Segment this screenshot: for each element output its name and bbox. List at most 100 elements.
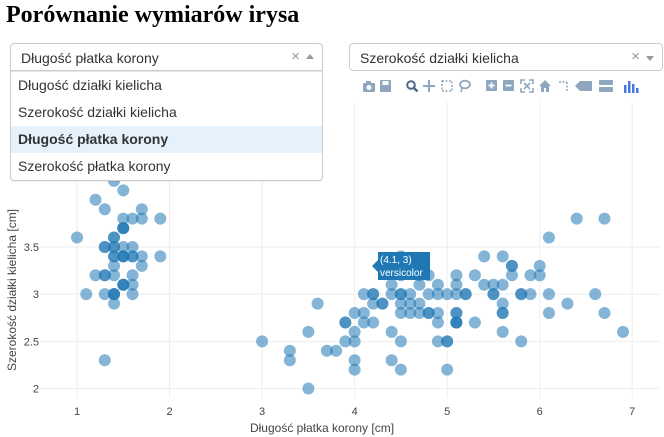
zoom-out-icon[interactable] xyxy=(503,80,514,91)
y-axis-dropdown[interactable]: Szerokość działki kielicha × xyxy=(349,43,663,71)
data-point-virginica[interactable] xyxy=(496,325,509,338)
data-point-setosa[interactable] xyxy=(98,240,111,253)
data-point-setosa[interactable] xyxy=(135,203,148,216)
box-select-icon[interactable] xyxy=(441,80,453,92)
data-point-versicolor[interactable] xyxy=(339,316,352,329)
data-point-setosa[interactable] xyxy=(126,250,139,263)
data-point-setosa[interactable] xyxy=(126,278,139,291)
chevron-up-icon[interactable] xyxy=(306,54,314,59)
data-point-setosa[interactable] xyxy=(108,259,121,272)
dropdown-option[interactable]: Długość działki kielicha xyxy=(18,77,162,93)
data-point-setosa[interactable] xyxy=(126,288,139,301)
data-point-versicolor[interactable] xyxy=(385,354,398,367)
data-point-virginica[interactable] xyxy=(533,259,546,272)
data-point-setosa[interactable] xyxy=(108,288,121,301)
plotly-logo-icon[interactable] xyxy=(624,81,639,93)
data-point-setosa[interactable] xyxy=(108,250,121,263)
data-point-virginica[interactable] xyxy=(441,335,454,348)
data-point-virginica[interactable] xyxy=(422,307,435,320)
data-point-virginica[interactable] xyxy=(459,288,472,301)
data-point-virginica[interactable] xyxy=(431,307,444,320)
dropdown-option-selected[interactable]: Długość płatka korony xyxy=(11,126,322,153)
data-point-setosa[interactable] xyxy=(98,288,111,301)
data-point-virginica[interactable] xyxy=(505,269,518,282)
data-point-virginica[interactable] xyxy=(450,278,463,291)
data-point-versicolor[interactable] xyxy=(385,278,398,291)
data-point-versicolor[interactable] xyxy=(394,363,407,376)
clear-icon[interactable]: × xyxy=(291,48,300,65)
data-point-versicolor[interactable] xyxy=(348,354,361,367)
data-point-setosa[interactable] xyxy=(98,354,111,367)
data-point-virginica[interactable] xyxy=(616,325,629,338)
data-point-virginica[interactable] xyxy=(487,278,500,291)
data-point-virginica[interactable] xyxy=(496,297,509,310)
data-point-versicolor[interactable] xyxy=(394,288,407,301)
data-point-setosa[interactable] xyxy=(108,240,121,253)
data-point-virginica[interactable] xyxy=(468,269,481,282)
data-point-setosa[interactable] xyxy=(126,212,139,225)
data-point-virginica[interactable] xyxy=(431,316,444,329)
data-point-setosa[interactable] xyxy=(117,278,130,291)
data-point-virginica[interactable] xyxy=(496,250,509,263)
pan-icon[interactable] xyxy=(423,80,435,92)
data-point-versicolor[interactable] xyxy=(367,288,380,301)
data-point-virginica[interactable] xyxy=(450,307,463,320)
autoscale-icon[interactable] xyxy=(520,79,534,93)
data-point-virginica[interactable] xyxy=(505,259,518,272)
data-point-setosa[interactable] xyxy=(126,240,139,253)
data-point-versicolor[interactable] xyxy=(413,297,426,310)
data-point-versicolor[interactable] xyxy=(431,278,444,291)
data-point-versicolor[interactable] xyxy=(283,354,296,367)
data-point-setosa[interactable] xyxy=(89,193,102,206)
data-point-setosa[interactable] xyxy=(80,288,93,301)
data-point-setosa[interactable] xyxy=(117,222,130,235)
data-point-virginica[interactable] xyxy=(533,269,546,282)
data-point-setosa[interactable] xyxy=(135,212,148,225)
data-point-setosa[interactable] xyxy=(108,269,121,282)
data-point-virginica[interactable] xyxy=(450,316,463,329)
data-point-virginica[interactable] xyxy=(450,269,463,282)
data-point-virginica[interactable] xyxy=(598,307,611,320)
zoom-in-icon[interactable] xyxy=(486,80,497,91)
data-point-setosa[interactable] xyxy=(108,297,121,310)
home-icon[interactable] xyxy=(539,80,551,92)
data-point-versicolor[interactable] xyxy=(283,344,296,357)
data-point-versicolor[interactable] xyxy=(367,297,380,310)
data-point-versicolor[interactable] xyxy=(441,288,454,301)
data-point-versicolor[interactable] xyxy=(413,307,426,320)
clear-icon[interactable]: × xyxy=(631,48,640,65)
data-point-versicolor[interactable] xyxy=(357,307,370,320)
data-point-virginica[interactable] xyxy=(478,278,491,291)
data-point-versicolor[interactable] xyxy=(348,335,361,348)
data-point-versicolor[interactable] xyxy=(431,335,444,348)
data-point-versicolor[interactable] xyxy=(311,297,324,310)
data-point-versicolor[interactable] xyxy=(385,325,398,338)
data-point-virginica[interactable] xyxy=(524,288,537,301)
data-point-virginica[interactable] xyxy=(487,288,500,301)
data-point-versicolor[interactable] xyxy=(394,307,407,320)
data-point-setosa[interactable] xyxy=(71,231,84,244)
data-point-virginica[interactable] xyxy=(468,316,481,329)
data-point-versicolor[interactable] xyxy=(256,335,269,348)
hover-closest-icon[interactable] xyxy=(575,81,592,91)
dropdown-option[interactable]: Szerokość działki kielicha xyxy=(18,104,177,120)
data-point-virginica[interactable] xyxy=(561,297,574,310)
data-point-versicolor[interactable] xyxy=(376,297,389,310)
data-point-versicolor[interactable] xyxy=(404,288,417,301)
data-point-virginica[interactable] xyxy=(431,288,444,301)
data-point-setosa[interactable] xyxy=(154,250,167,263)
data-point-virginica[interactable] xyxy=(496,278,509,291)
data-point-versicolor[interactable] xyxy=(348,307,361,320)
data-point-setosa[interactable] xyxy=(154,212,167,225)
data-point-versicolor[interactable] xyxy=(367,316,380,329)
data-point-virginica[interactable] xyxy=(589,288,602,301)
data-point-versicolor[interactable] xyxy=(385,288,398,301)
data-point-versicolor[interactable] xyxy=(339,335,352,348)
save-icon[interactable] xyxy=(380,80,391,92)
data-point-setosa[interactable] xyxy=(117,212,130,225)
zoom-icon[interactable] xyxy=(406,80,419,93)
data-point-setosa[interactable] xyxy=(98,203,111,216)
data-point-versicolor[interactable] xyxy=(320,344,333,357)
data-point-versicolor[interactable] xyxy=(348,325,361,338)
